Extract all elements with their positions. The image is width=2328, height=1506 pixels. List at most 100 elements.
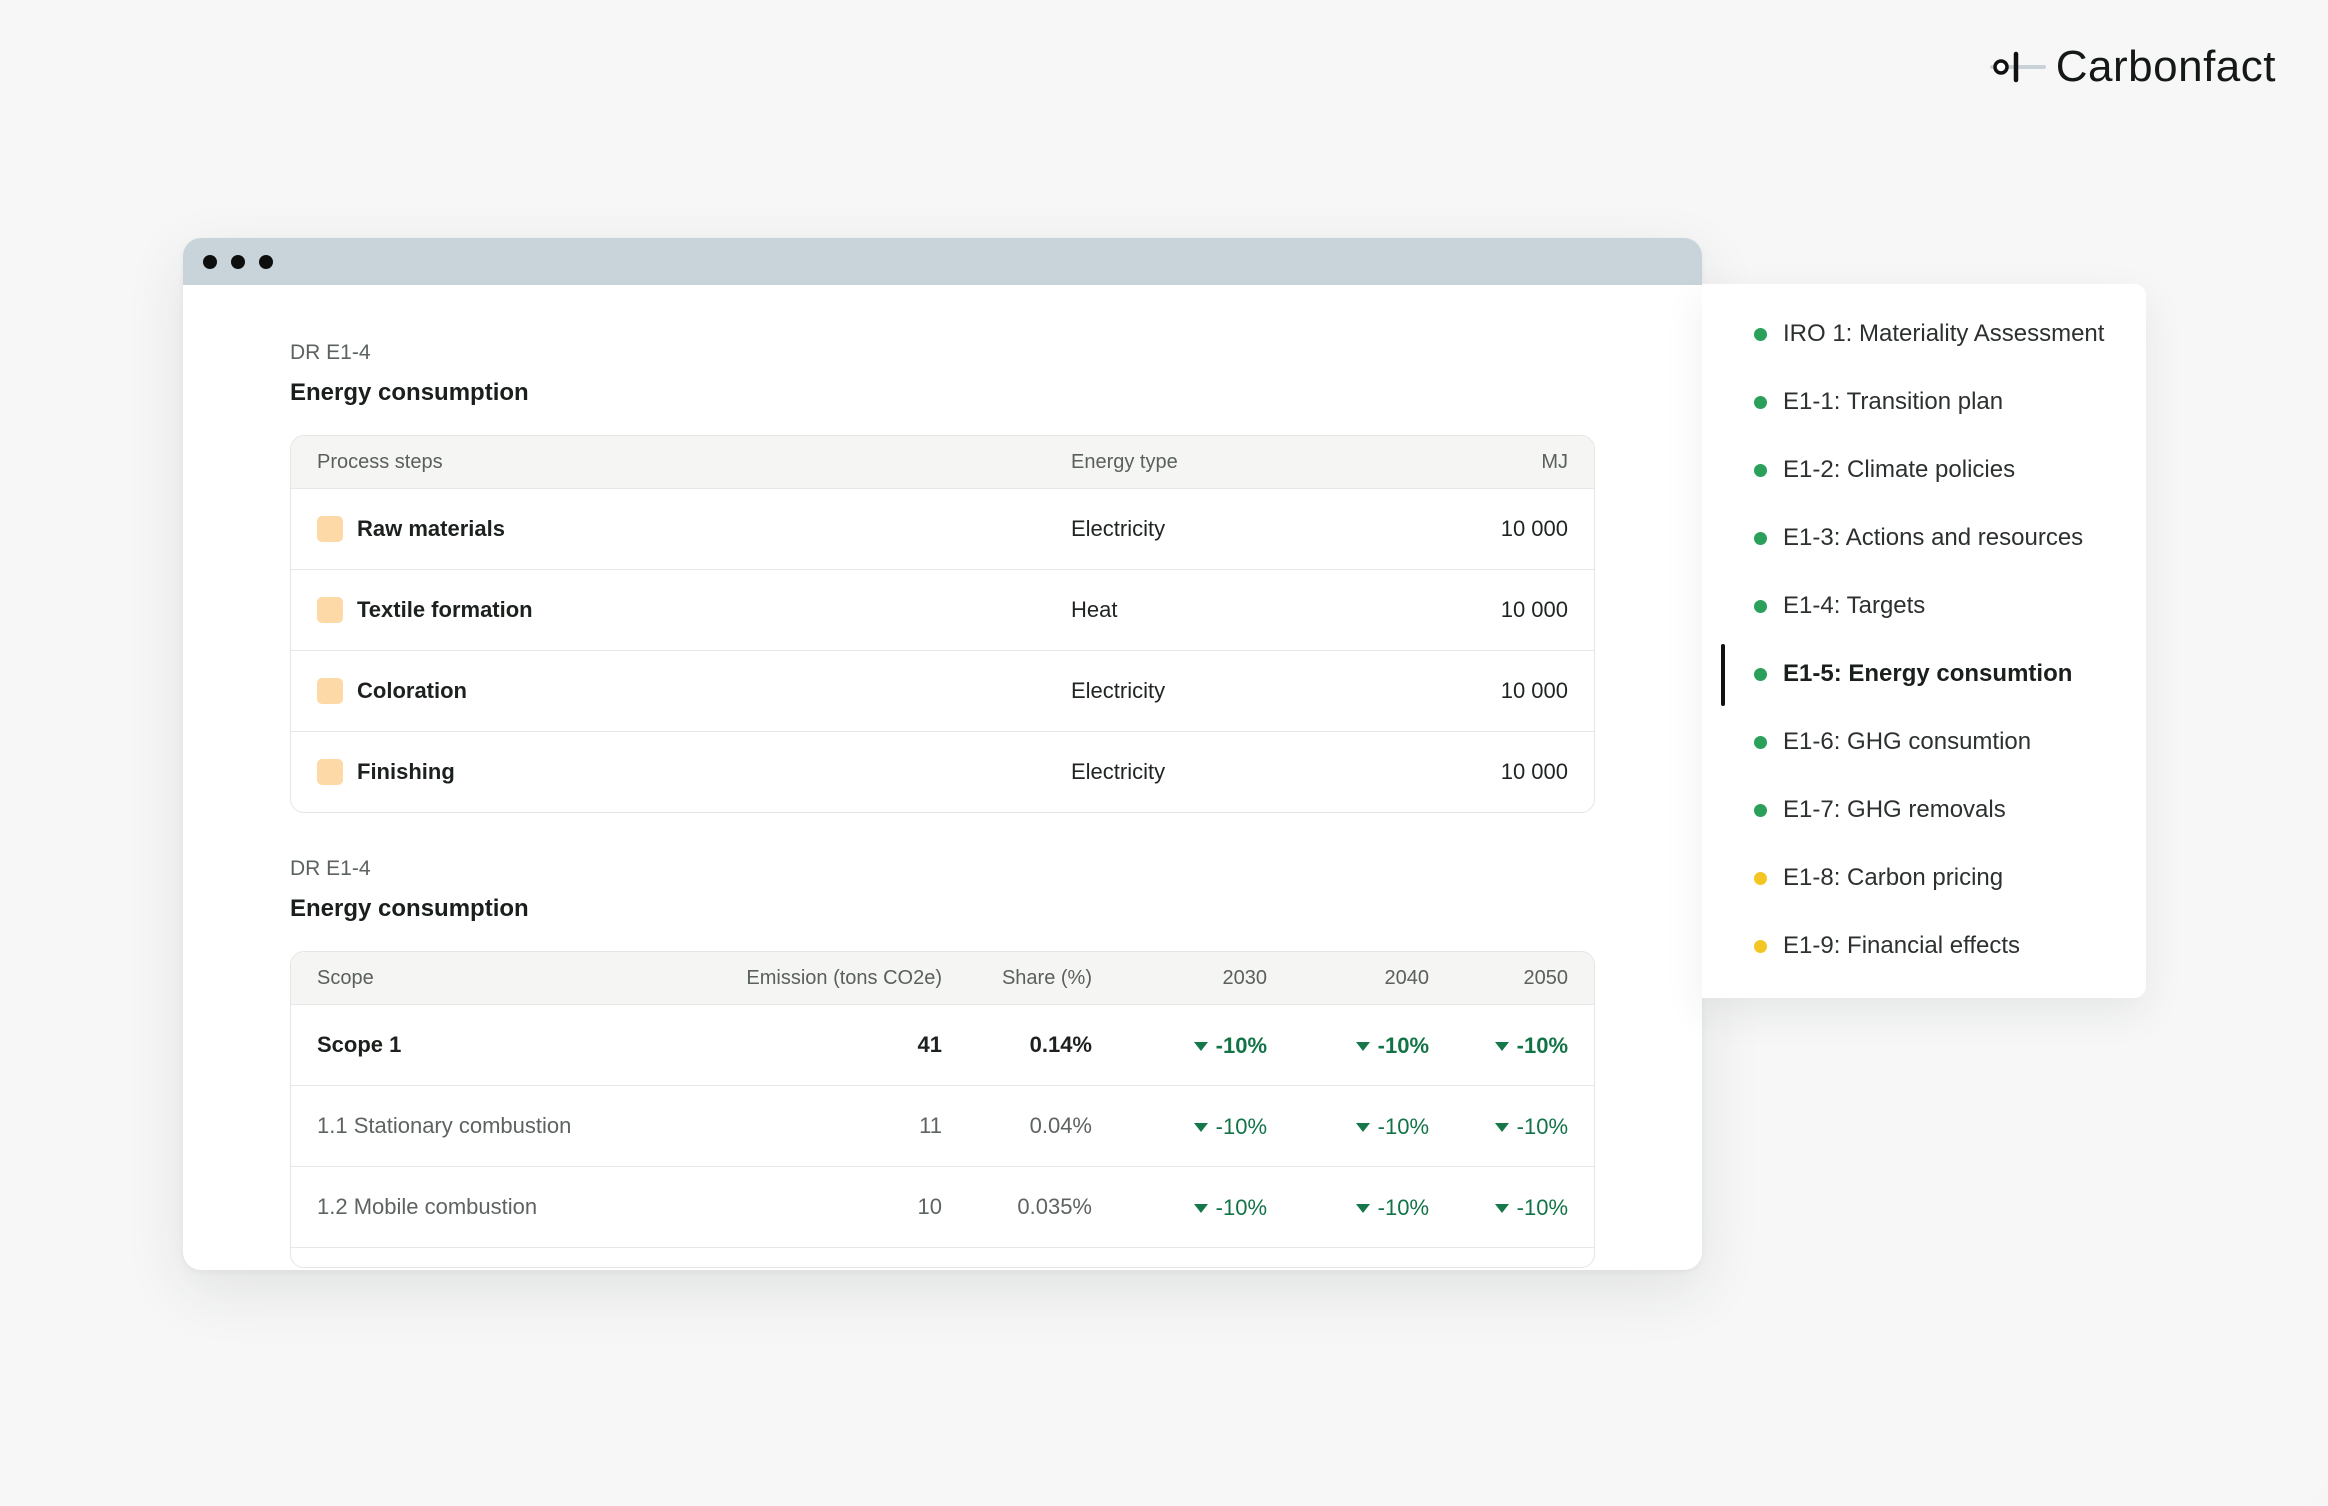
active-indicator (1721, 644, 1725, 706)
window-titlebar (183, 238, 1702, 285)
process-step-label: Finishing (357, 759, 455, 784)
disclosure-nav: IRO 1: Materiality Assessment E1-1: Tran… (1702, 284, 2146, 998)
target-2040-cell: -10% (1377, 1033, 1429, 1059)
mj-cell: 10 000 (1500, 678, 1568, 703)
status-dot-icon (1754, 463, 1767, 477)
nav-item-label: E1-1: Transition plan (1783, 388, 2004, 415)
nav-item-label: IRO 1: Materiality Assessment (1783, 320, 2105, 347)
window-close-dot[interactable] (203, 254, 217, 269)
table-row[interactable]: 1.1 Stationary combustion 11 0.04% -10% … (291, 1085, 1594, 1166)
table-row[interactable]: 1.2 Mobile combustion 10 0.035% -10% -10… (291, 1166, 1594, 1247)
process-step-label: Textile formation (357, 597, 533, 622)
status-dot-icon (1754, 735, 1767, 749)
scope-cell: 1.2 Mobile combustion (317, 1194, 538, 1219)
category-swatch (317, 759, 343, 785)
nav-item[interactable]: E1-2: Climate policies (1754, 450, 2015, 490)
brand-logo: Carbonfact (1989, 42, 2276, 92)
nav-item-label: E1-2: Climate policies (1783, 456, 2016, 483)
column-header: Process steps (317, 450, 443, 473)
nav-item-label: E1-9: Financial effects (1783, 932, 2021, 959)
brand-name: Carbonfact (2055, 42, 2276, 91)
nav-item[interactable]: E1-8: Carbon pricing (1754, 858, 2003, 898)
status-dot-icon (1754, 327, 1767, 341)
table-row[interactable]: Scope 1 41 0.14% -10% -10% -10% (291, 1004, 1594, 1085)
nav-item[interactable]: E1-9: Financial effects (1754, 926, 2020, 966)
process-step-label: Coloration (357, 678, 467, 703)
nav-item-label: E1-7: GHG removals (1783, 796, 2006, 823)
down-triangle-icon (1355, 1122, 1370, 1132)
column-header: MJ (1541, 450, 1568, 473)
mj-cell: 10 000 (1500, 597, 1568, 622)
column-header: 2040 (1384, 966, 1430, 989)
column-header: 2030 (1222, 966, 1268, 989)
nav-item[interactable]: E1-4: Targets (1754, 586, 1925, 626)
table-row[interactable]: Raw materials Electricity 10 000 (291, 488, 1594, 569)
share-cell: 0.14% (1029, 1032, 1092, 1057)
process-step-label: Raw materials (357, 516, 505, 541)
nav-item[interactable]: E1-3: Actions and resources (1754, 518, 2083, 558)
down-triangle-icon (1193, 1041, 1208, 1051)
nav-item-label: E1-5: Energy consumtion (1783, 660, 2073, 687)
status-dot-icon (1754, 667, 1767, 681)
status-dot-icon (1754, 531, 1767, 545)
carbonfact-logo-icon (1989, 49, 2046, 85)
target-2050-cell: -10% (1516, 1114, 1568, 1140)
emission-cell: 41 (917, 1032, 942, 1057)
target-2030-cell: -10% (1215, 1033, 1267, 1059)
down-triangle-icon (1193, 1203, 1208, 1213)
window-maximize-dot[interactable] (259, 254, 273, 269)
category-swatch (317, 516, 343, 542)
down-triangle-icon (1494, 1122, 1509, 1132)
target-2050-cell: -10% (1516, 1033, 1568, 1059)
section-title: Energy consumption (290, 895, 529, 922)
column-header: Emission (tons CO2e) (746, 966, 942, 989)
report-content: DR E1-4 Energy consumption Process steps… (290, 285, 1595, 1268)
energy-type-cell: Heat (1071, 597, 1118, 622)
status-dot-icon (1754, 803, 1767, 817)
status-dot-icon (1754, 871, 1767, 885)
nav-item[interactable]: E1-7: GHG removals (1754, 790, 2006, 830)
share-cell: 0.035% (1017, 1194, 1092, 1219)
down-triangle-icon (1355, 1041, 1370, 1051)
target-2040-cell: -10% (1377, 1114, 1429, 1140)
table-header: Process steps Energy type MJ (291, 436, 1594, 488)
section-eyebrow: DR E1-4 (290, 341, 371, 364)
window-minimize-dot[interactable] (231, 254, 245, 269)
down-triangle-icon (1494, 1203, 1509, 1213)
mj-cell: 10 000 (1500, 516, 1568, 541)
nav-item-label: E1-6: GHG consumtion (1783, 728, 2032, 755)
emission-cell: 10 (917, 1194, 942, 1219)
status-dot-icon (1754, 599, 1767, 613)
table-row[interactable]: Textile formation Heat 10 000 (291, 569, 1594, 650)
section-title: Energy consumption (290, 379, 529, 406)
scope-cell: 1.1 Stationary combustion (317, 1113, 572, 1138)
nav-item[interactable]: E1-6: GHG consumtion (1754, 722, 2031, 762)
column-header: Energy type (1071, 450, 1178, 473)
table-row[interactable]: Finishing Electricity 10 000 (291, 731, 1594, 812)
column-header: Scope (317, 966, 374, 989)
share-cell: 0.04% (1029, 1113, 1092, 1138)
nav-item-label: E1-4: Targets (1783, 592, 1926, 619)
status-dot-icon (1754, 939, 1767, 953)
nav-item[interactable]: IRO 1: Materiality Assessment (1754, 314, 2104, 354)
column-header: Share (%) (1001, 966, 1092, 989)
target-2050-cell: -10% (1516, 1195, 1568, 1221)
energy-type-cell: Electricity (1071, 759, 1166, 784)
nav-item-label: E1-8: Carbon pricing (1783, 864, 2004, 891)
nav-item-active[interactable]: E1-5: Energy consumtion (1754, 654, 2072, 694)
emission-table: Scope Emission (tons CO2e) Share (%) 203… (290, 951, 1595, 1268)
table-row (291, 1247, 1594, 1267)
down-triangle-icon (1494, 1041, 1509, 1051)
column-header: 2050 (1523, 966, 1569, 989)
energy-type-cell: Electricity (1071, 516, 1166, 541)
nav-item[interactable]: E1-1: Transition plan (1754, 382, 2003, 422)
table-header: Scope Emission (tons CO2e) Share (%) 203… (291, 952, 1594, 1004)
down-triangle-icon (1355, 1203, 1370, 1213)
browser-window: DR E1-4 Energy consumption Process steps… (183, 238, 1702, 1270)
target-2030-cell: -10% (1215, 1114, 1267, 1140)
down-triangle-icon (1193, 1122, 1208, 1132)
category-swatch (317, 678, 343, 704)
emission-cell: 11 (919, 1113, 942, 1138)
energy-table: Process steps Energy type MJ Raw materia… (290, 435, 1595, 813)
table-row[interactable]: Coloration Electricity 10 000 (291, 650, 1594, 731)
